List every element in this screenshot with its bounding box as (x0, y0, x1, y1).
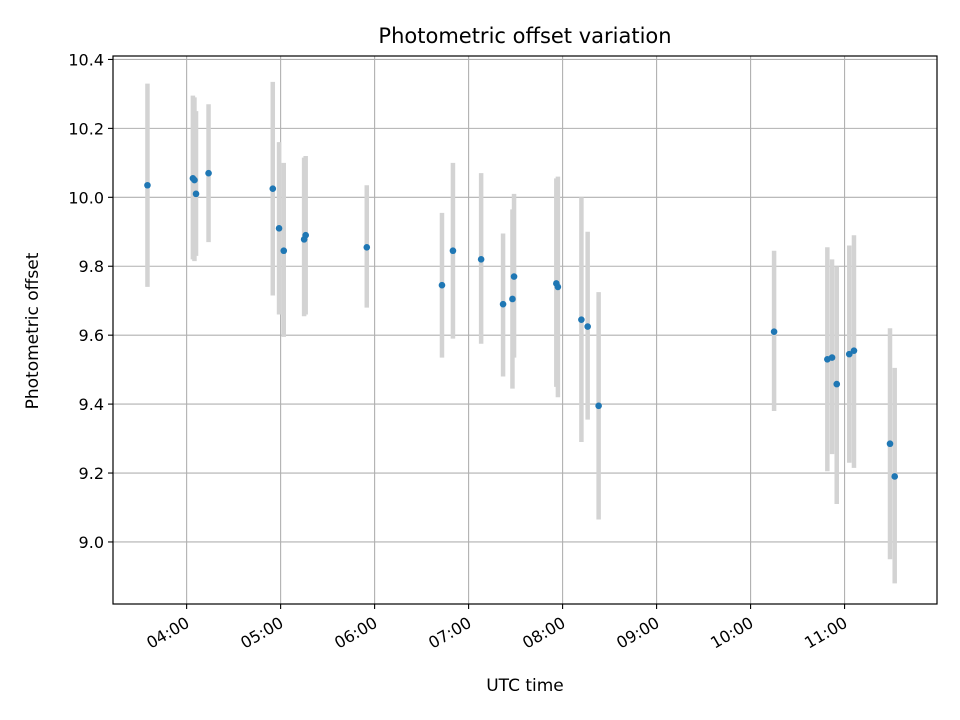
data-point (192, 190, 200, 198)
data-point (205, 169, 212, 177)
data-point (280, 247, 288, 255)
chart-title: Photometric offset variation (378, 24, 671, 48)
data-point (449, 247, 457, 255)
data-point (828, 354, 836, 361)
data-point (144, 181, 151, 189)
data-point (595, 402, 602, 410)
data-point (269, 185, 277, 192)
data-point (584, 323, 591, 330)
y-tick-label: 9.0 (79, 533, 104, 552)
y-tick-label: 10.2 (68, 119, 104, 138)
y-axis-label: Photometric offset (23, 252, 43, 409)
data-point (886, 440, 894, 448)
data-point (275, 225, 283, 232)
data-point (477, 256, 485, 263)
data-point (499, 300, 507, 308)
data-point (438, 281, 446, 289)
plot-frame (112, 55, 938, 605)
y-tick-label: 10.0 (68, 188, 104, 207)
data-point (510, 273, 518, 280)
data-point (770, 328, 778, 336)
grid (113, 56, 937, 604)
y-tick-label: 9.2 (79, 464, 104, 483)
y-axis-ticks: 9.0 9.2 9.4 9.6 9.8 10.0 10.2 10.4 (68, 50, 113, 552)
data-point (845, 350, 853, 358)
data-point (554, 283, 562, 291)
plot-area (113, 56, 937, 604)
data-point (578, 316, 585, 323)
y-tick-label: 9.4 (79, 395, 104, 414)
data-point (363, 243, 371, 251)
data-points (144, 169, 899, 480)
data-point (850, 347, 858, 354)
y-tick-label: 10.4 (68, 50, 104, 69)
y-tick-label: 9.6 (79, 326, 104, 345)
data-point (509, 295, 516, 303)
data-point (833, 380, 841, 388)
data-point (891, 473, 899, 480)
y-tick-label: 9.8 (79, 257, 104, 276)
data-point (302, 231, 309, 239)
x-axis-label: UTC time (486, 676, 564, 696)
data-point (191, 176, 198, 184)
